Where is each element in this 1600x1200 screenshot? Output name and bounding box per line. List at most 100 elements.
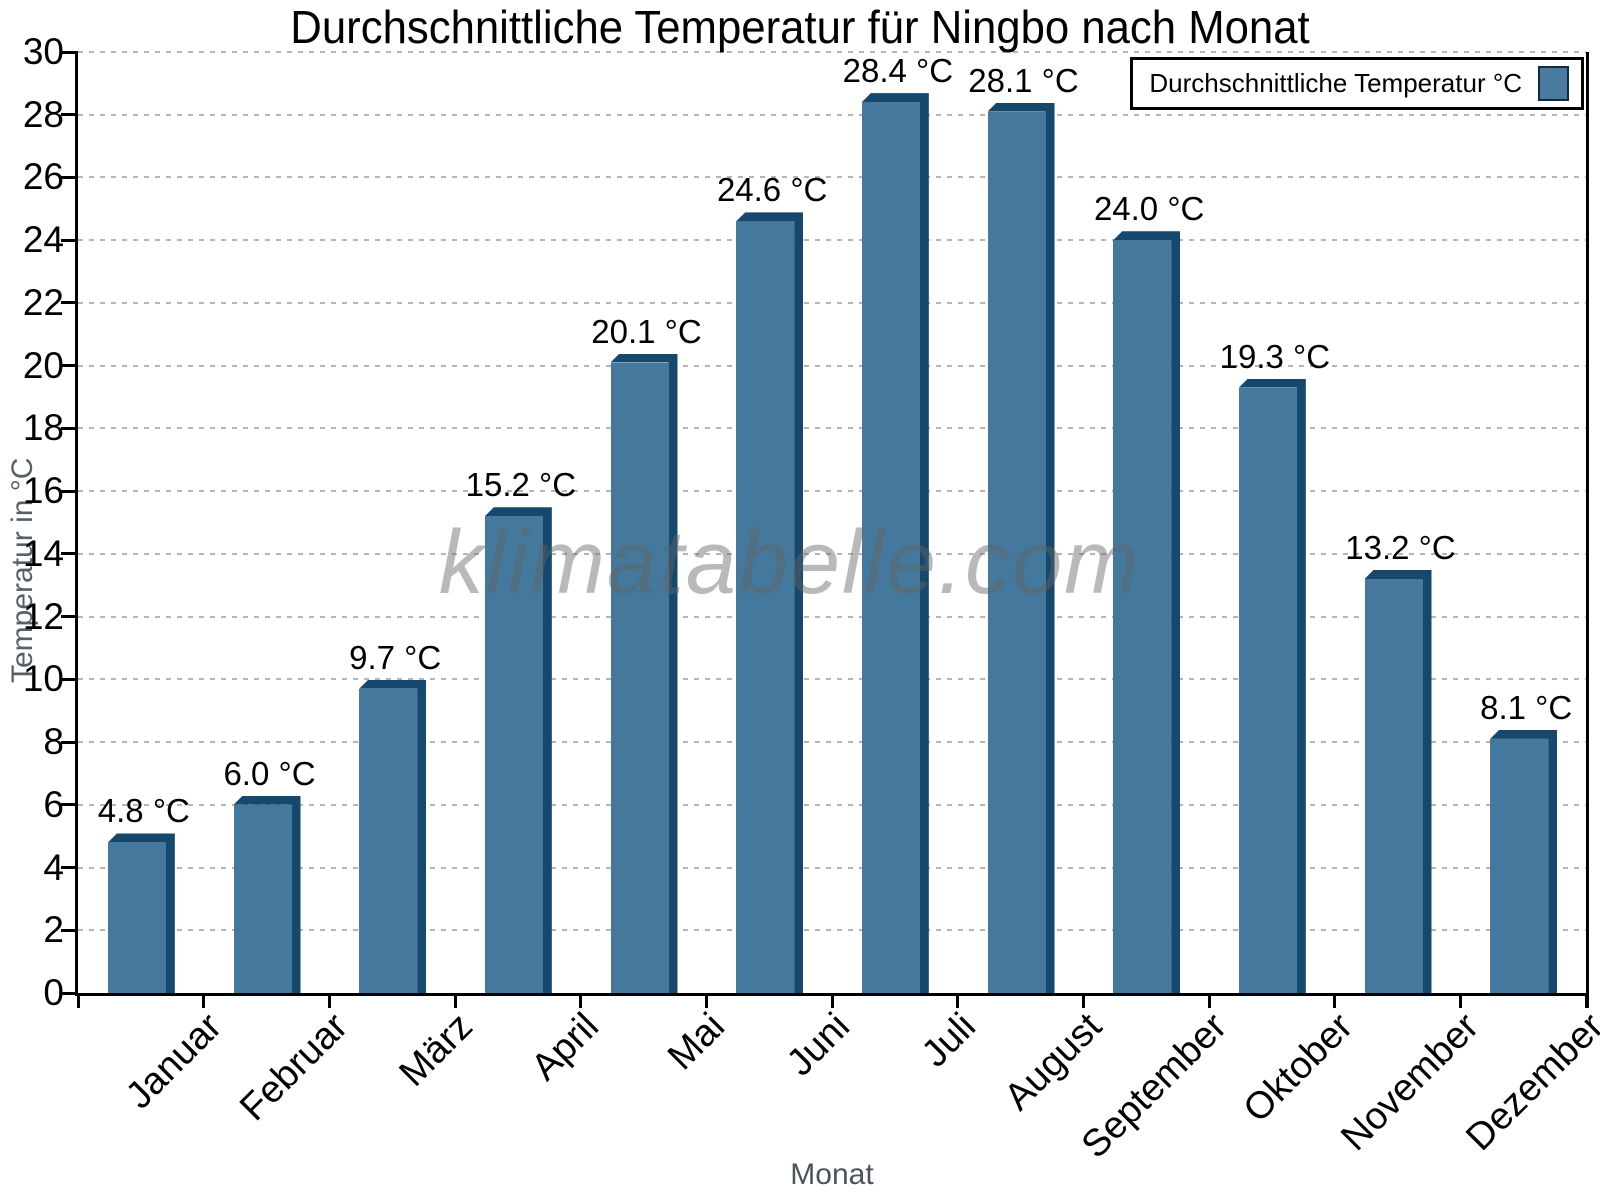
x-tick: [704, 993, 708, 1008]
legend-swatch: [1538, 66, 1569, 101]
gridline: [78, 51, 1586, 53]
x-tick: [956, 993, 960, 1008]
y-tick: [61, 552, 78, 556]
bar-front-face: [359, 688, 418, 993]
y-tick-label: 8: [43, 721, 64, 763]
y-tick: [61, 615, 78, 619]
gridline: [78, 301, 1586, 304]
bar-value-label: 19.3 °C: [1219, 337, 1331, 375]
bar-value-label: 4.8 °C: [97, 792, 190, 830]
y-tick-label: 18: [22, 407, 64, 449]
bar-front-face: [1238, 387, 1297, 993]
legend-box: Durchschnittliche Temperatur °C: [1130, 57, 1584, 110]
bar: [1490, 729, 1558, 993]
bar-front-face: [861, 102, 920, 993]
bar-value-label: 13.2 °C: [1345, 528, 1456, 566]
gridline: [78, 427, 1586, 430]
x-tick: [830, 993, 834, 1008]
bar-value-label: 24.6 °C: [716, 171, 828, 209]
gridline: [78, 615, 1586, 618]
y-tick-label: 6: [43, 783, 64, 825]
gridline: [78, 364, 1586, 367]
x-tick: [1207, 993, 1211, 1008]
bar-value-label: 20.1 °C: [591, 312, 702, 350]
y-tick-label: 22: [22, 281, 64, 323]
y-tick-label: 16: [22, 470, 64, 512]
bar: [1364, 569, 1432, 993]
y-tick-label: 0: [43, 972, 64, 1013]
y-tick: [61, 238, 78, 242]
y-tick: [61, 301, 78, 305]
y-tick-label: 24: [22, 219, 64, 261]
bar-front-face: [1364, 578, 1423, 993]
y-tick: [61, 113, 78, 117]
x-axis-title: Monat: [790, 1158, 874, 1191]
bar-front-face: [987, 111, 1046, 993]
bar: [107, 833, 175, 993]
y-tick-label: 26: [22, 156, 64, 198]
y-tick: [61, 489, 78, 493]
gridline: [78, 113, 1586, 116]
bar: [233, 795, 301, 993]
bar: [610, 353, 678, 993]
x-tick: [1081, 993, 1085, 1008]
gridline: [78, 239, 1586, 242]
y-tick: [61, 364, 78, 368]
gridline: [78, 176, 1586, 179]
bar-value-label: 15.2 °C: [465, 466, 577, 504]
bar: [861, 93, 929, 993]
y-tick-label: 28: [22, 93, 64, 135]
y-tick: [61, 803, 78, 807]
gridline: [78, 866, 1586, 869]
y-tick-label: 20: [22, 344, 64, 386]
bar: [1238, 378, 1306, 993]
bar-value-label: 24.0 °C: [1093, 190, 1205, 228]
x-tick: [327, 993, 331, 1008]
y-tick: [61, 175, 78, 179]
bar: [1113, 231, 1181, 993]
x-tick: [579, 993, 583, 1008]
bar-value-label: 9.7 °C: [349, 638, 442, 676]
bar-front-face: [1113, 240, 1172, 993]
legend-label: Durchschnittliche Temperatur °C: [1149, 68, 1522, 98]
bar-front-face: [736, 221, 795, 993]
bar-front-face: [484, 516, 543, 993]
gridline: [78, 803, 1586, 806]
chart-title: Durchschnittliche Temperatur für Ningbo …: [290, 1, 1310, 53]
y-tick-label: 30: [22, 31, 64, 72]
bar-value-label: 6.0 °C: [223, 754, 316, 792]
x-axis-line: [75, 993, 1589, 996]
y-tick: [61, 50, 78, 54]
y-tick: [61, 740, 78, 744]
bar-value-label: 8.1 °C: [1480, 688, 1573, 726]
y-tick: [61, 866, 78, 870]
x-tick: [76, 993, 80, 1008]
bar: [359, 679, 427, 993]
x-tick: [1333, 993, 1337, 1008]
y-tick-label: 14: [22, 532, 64, 574]
y-tick: [61, 928, 78, 932]
bar-front-face: [107, 842, 166, 993]
y-tick-label: 4: [43, 846, 64, 888]
bar-front-face: [1490, 738, 1549, 993]
bar-value-label: 28.1 °C: [968, 61, 1079, 99]
x-tick: [453, 993, 457, 1008]
bar: [736, 212, 804, 993]
x-tick: [1458, 993, 1462, 1008]
bar-front-face: [233, 804, 292, 993]
y-axis-line: [75, 52, 78, 996]
gridline: [78, 929, 1586, 932]
y-tick: [61, 991, 78, 995]
bar-value-label: 28.4 °C: [842, 52, 954, 90]
gridline: [78, 678, 1586, 681]
gridline: [78, 552, 1586, 555]
bar: [484, 507, 552, 993]
plot-right-border: [1586, 52, 1589, 1008]
bar-front-face: [610, 362, 669, 993]
y-tick-label: 2: [43, 909, 64, 951]
bar: [987, 102, 1055, 993]
y-tick: [61, 426, 78, 430]
gridline: [78, 741, 1586, 744]
x-tick: [202, 993, 206, 1008]
